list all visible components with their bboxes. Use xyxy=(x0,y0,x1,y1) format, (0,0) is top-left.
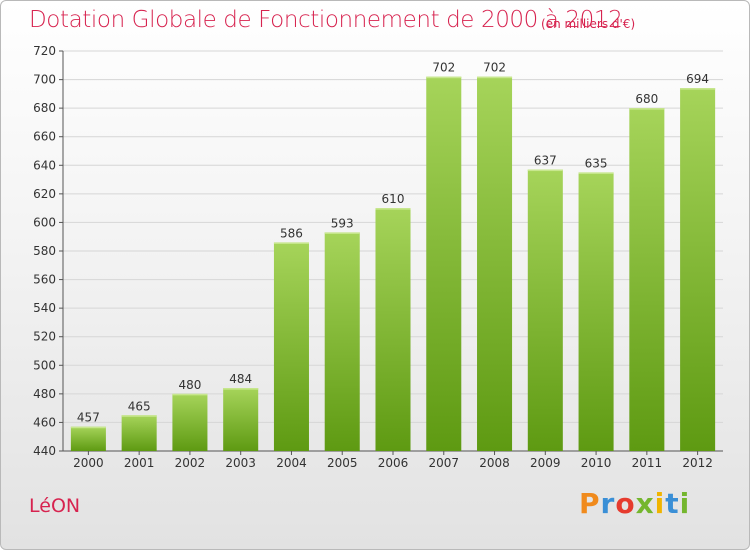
bar-highlight xyxy=(426,76,462,79)
bar-2008[interactable] xyxy=(477,76,513,451)
bar-value-label: 635 xyxy=(585,156,608,170)
commune-name: LéON xyxy=(29,495,81,517)
x-tick-label: 2011 xyxy=(632,456,663,470)
bar-highlight xyxy=(273,242,309,244)
x-tick-label: 2000 xyxy=(73,456,104,470)
bar-highlight xyxy=(578,172,614,174)
logo-letter: r xyxy=(600,487,616,520)
y-tick-label: 660 xyxy=(33,130,56,144)
proxiti-logo[interactable]: Proxiti xyxy=(579,487,690,520)
bar-highlight xyxy=(375,208,411,210)
bar-2000[interactable] xyxy=(70,426,106,451)
bar-2001[interactable] xyxy=(121,415,157,451)
bar-2002[interactable] xyxy=(172,393,208,451)
bar-highlight xyxy=(172,393,208,396)
bar-value-label: 457 xyxy=(77,411,100,425)
bar-2011[interactable] xyxy=(629,108,665,452)
bar-2006[interactable] xyxy=(375,208,411,451)
bar-2004[interactable] xyxy=(273,242,309,451)
axes: 440 460 480 500 520 540 560 580 600 620 640 660 680 7… xyxy=(33,44,723,470)
bar-value-label: 694 xyxy=(686,72,709,86)
bar-highlight xyxy=(477,76,513,79)
x-tick-label: 2008 xyxy=(479,456,510,470)
y-tick-label: 540 xyxy=(33,301,56,315)
bar-value-label: 680 xyxy=(635,92,658,106)
bar-highlight xyxy=(324,232,360,234)
bar-2010[interactable] xyxy=(578,172,614,451)
bar-highlight xyxy=(70,426,106,429)
bar-2005[interactable] xyxy=(324,232,360,451)
bar-2012[interactable] xyxy=(680,88,716,452)
bar-value-label: 480 xyxy=(178,378,201,392)
bar-value-label: 637 xyxy=(534,154,557,168)
logo-letter: i xyxy=(679,487,691,520)
bar-highlight xyxy=(527,169,563,172)
bar-2007[interactable] xyxy=(426,76,462,451)
logo-letter: o xyxy=(615,487,636,520)
x-tick-label: 2009 xyxy=(530,456,561,470)
chart-title: Dotation Globale de Fonctionnement de 20… xyxy=(29,7,623,33)
y-tick-label: 460 xyxy=(33,415,56,429)
y-tick-label: 600 xyxy=(33,215,56,229)
x-tick-label: 2010 xyxy=(581,456,612,470)
x-tick-label: 2006 xyxy=(378,456,409,470)
bar-highlight xyxy=(680,88,716,90)
y-tick-label: 680 xyxy=(33,101,56,115)
y-tick-label: 520 xyxy=(33,330,56,344)
bars: 457 465 480 484 586 593 610 702 702 637 635 680 694 xyxy=(70,61,716,452)
bar-value-label: 702 xyxy=(432,61,455,75)
x-tick-label: 2004 xyxy=(276,456,307,470)
y-tick-label: 720 xyxy=(33,44,56,58)
logo-letter: t xyxy=(665,487,680,520)
logo-letter: P xyxy=(579,487,601,520)
y-tick-label: 500 xyxy=(33,358,56,372)
y-tick-label: 480 xyxy=(33,387,56,401)
x-tick-label: 2012 xyxy=(682,456,713,470)
bar-value-label: 586 xyxy=(280,226,303,240)
x-tick-label: 2007 xyxy=(428,456,459,470)
bar-highlight xyxy=(223,388,259,390)
bar-value-label: 593 xyxy=(331,216,354,230)
bar-value-label: 702 xyxy=(483,61,506,75)
chart-subtitle: (en milliers d'€) xyxy=(541,17,636,31)
y-tick-label: 440 xyxy=(33,444,56,458)
bar-value-label: 484 xyxy=(229,372,252,386)
bar-2009[interactable] xyxy=(527,169,563,452)
x-tick-label: 2002 xyxy=(175,456,206,470)
y-tick-label: 640 xyxy=(33,158,56,172)
x-tick-label: 2001 xyxy=(124,456,155,470)
x-tick-label: 2003 xyxy=(225,456,256,470)
logo-letter: x xyxy=(635,487,655,520)
y-tick-label: 620 xyxy=(33,187,56,201)
bar-2003[interactable] xyxy=(223,388,259,451)
x-tick-label: 2005 xyxy=(327,456,358,470)
y-tick-label: 560 xyxy=(33,273,56,287)
y-tick-label: 700 xyxy=(33,73,56,87)
bar-value-label: 465 xyxy=(128,399,151,413)
bar-highlight xyxy=(629,108,665,110)
bar-value-label: 610 xyxy=(382,192,405,206)
bar-highlight xyxy=(121,415,157,417)
logo-letter: i xyxy=(654,487,666,520)
y-tick-label: 580 xyxy=(33,244,56,258)
